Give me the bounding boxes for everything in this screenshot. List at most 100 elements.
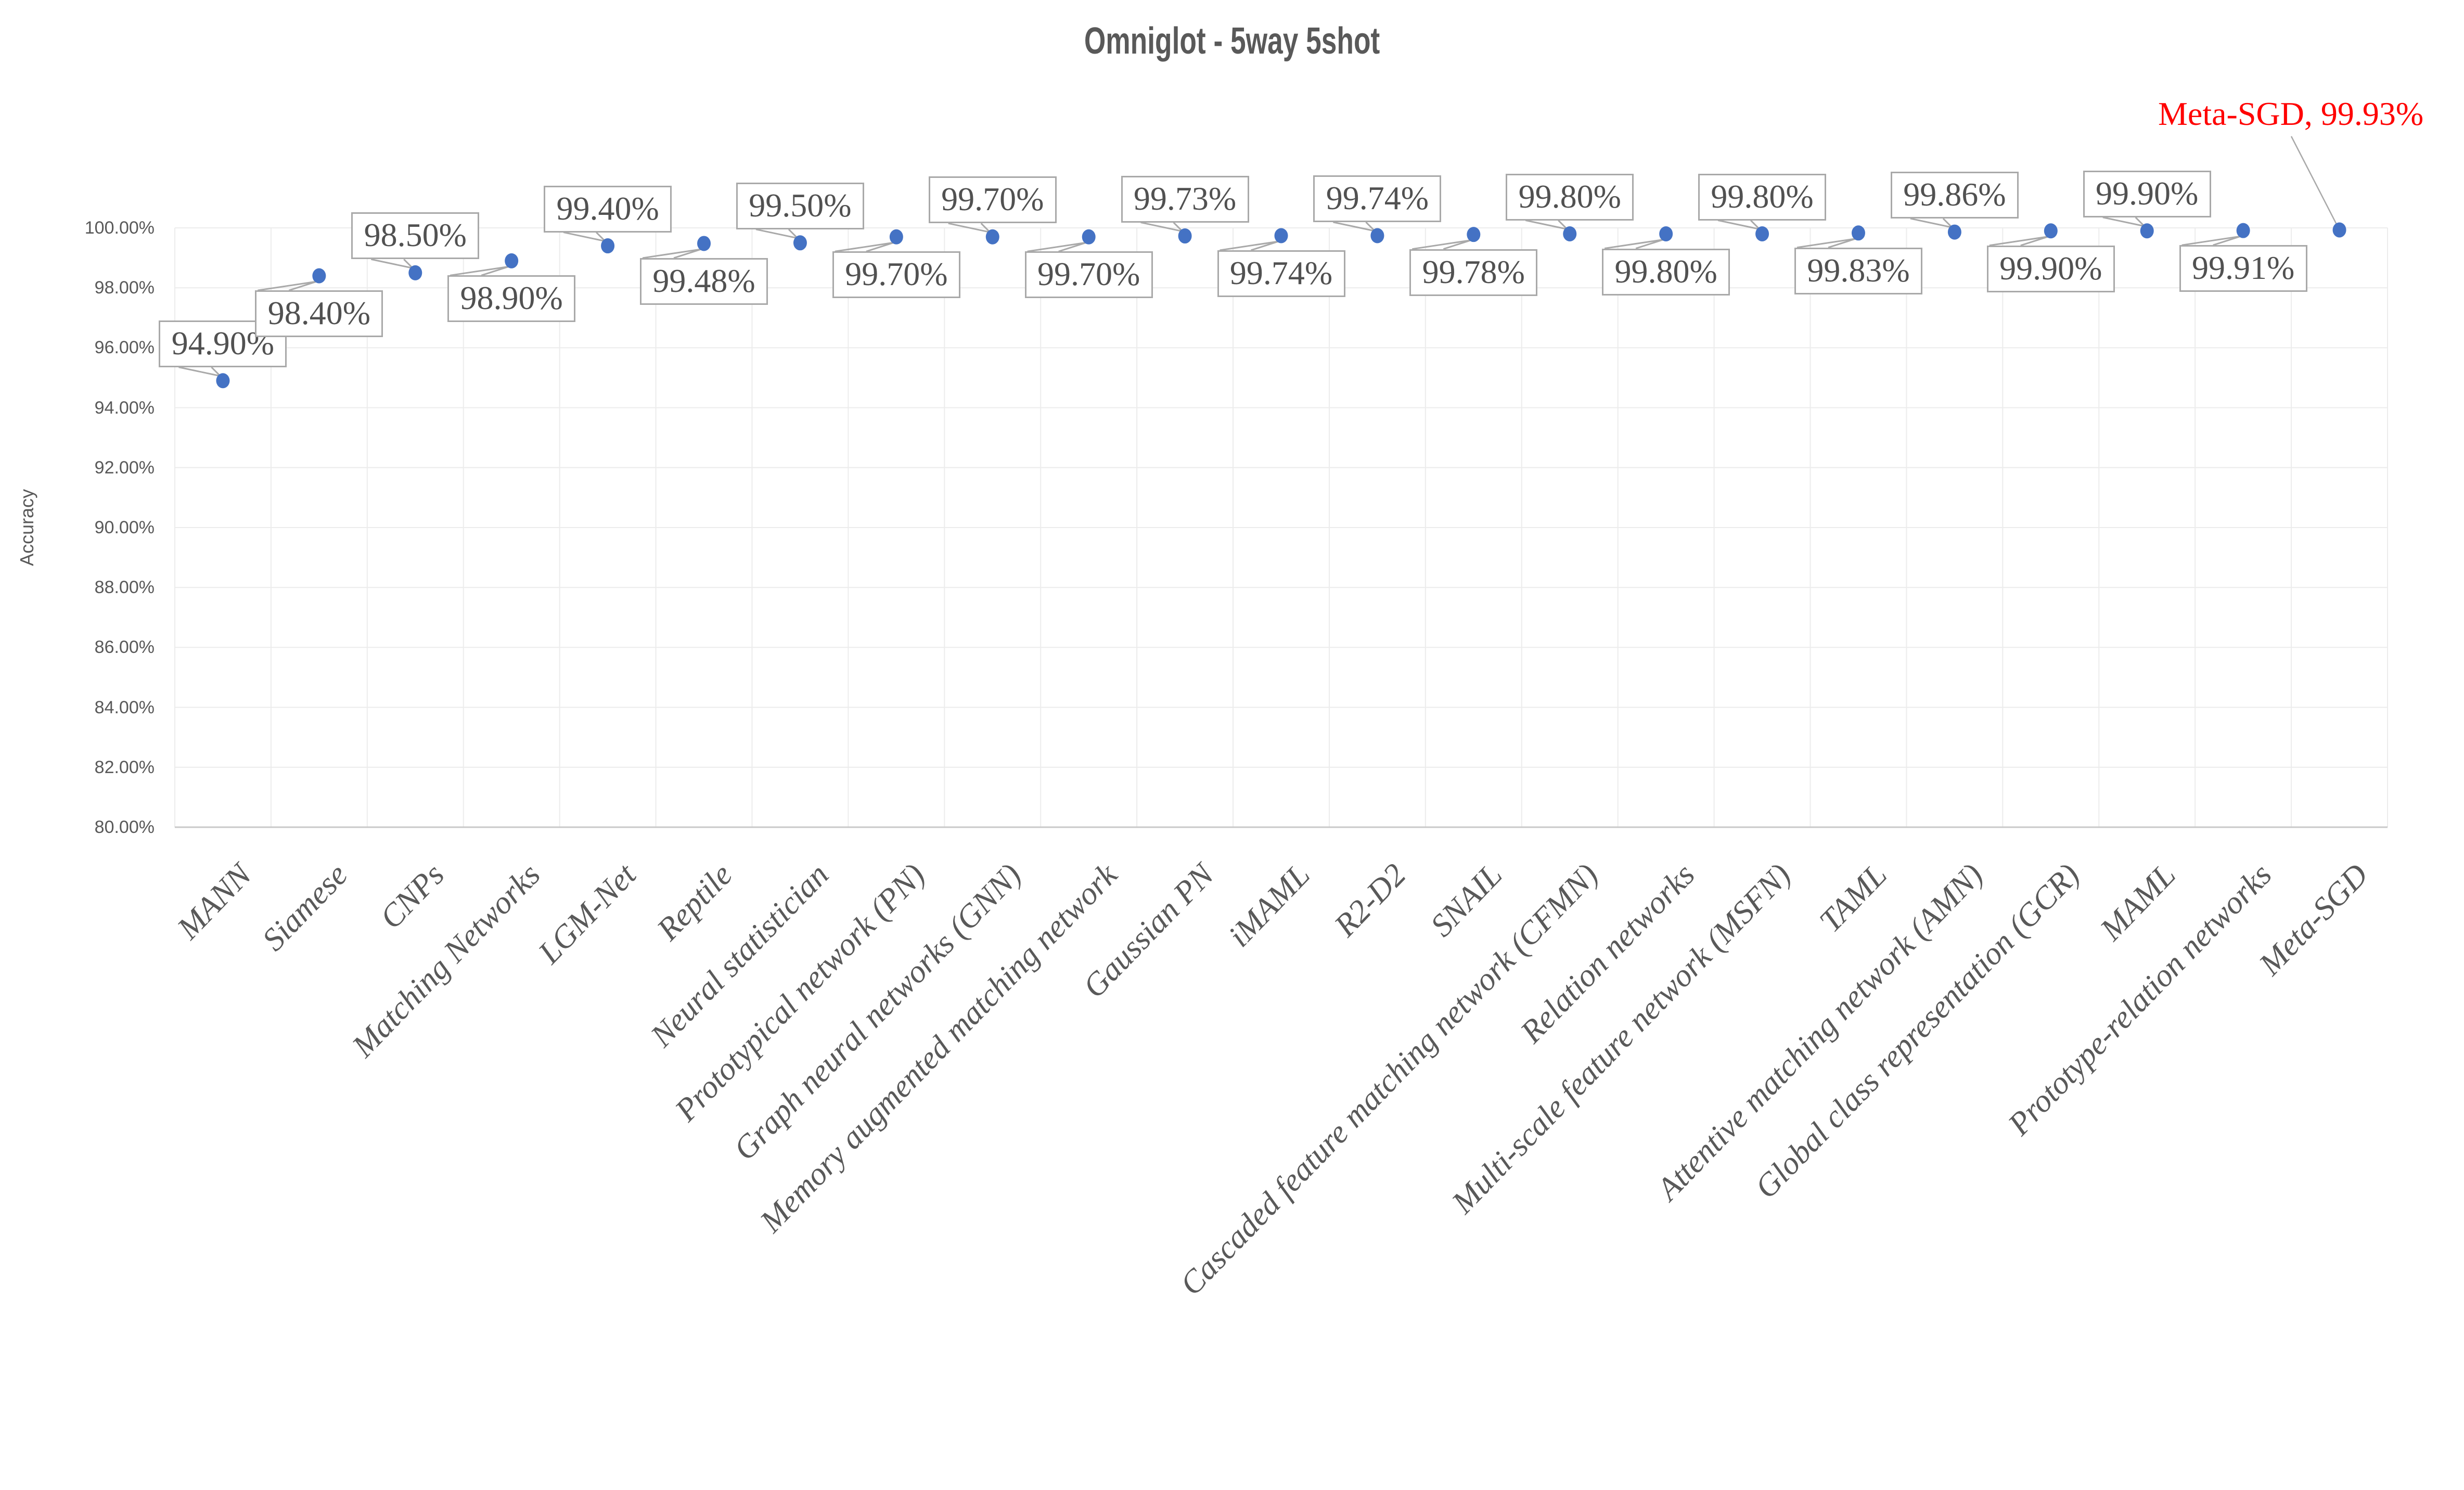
data-point-marker xyxy=(505,253,519,268)
callout-leader-line xyxy=(370,258,413,269)
callout-leader-line xyxy=(866,241,894,252)
callout-leader-line xyxy=(1942,218,1953,228)
y-tick-label: 98.00% xyxy=(94,278,155,298)
chart-title: Omniglot - 5way 5shot xyxy=(0,20,2464,62)
callout-leader-line xyxy=(2020,236,2049,247)
callout-leader-line xyxy=(1251,240,1279,251)
data-label-callout: 99.80% xyxy=(1602,248,1730,296)
callout-leader-line xyxy=(788,228,798,239)
callout-leader-line xyxy=(755,228,798,239)
callout-leader-line xyxy=(288,280,317,291)
data-point-marker xyxy=(1178,228,1192,244)
data-point-marker xyxy=(2236,223,2250,238)
data-label-callout: 99.70% xyxy=(1024,251,1153,299)
callout-leader-line xyxy=(1173,222,1183,232)
data-label-callout: 99.74% xyxy=(1217,250,1345,297)
data-point-marker xyxy=(312,268,326,284)
callout-leader-line xyxy=(1525,220,1568,230)
callout-leader-line xyxy=(596,232,606,242)
callout-leader-line xyxy=(1365,221,1376,232)
y-tick-label: 80.00% xyxy=(94,817,155,837)
data-label-callout: 99.91% xyxy=(2179,245,2307,292)
data-point-marker xyxy=(1274,228,1288,243)
data-point-marker xyxy=(697,236,711,251)
data-point-marker xyxy=(408,265,422,280)
callout-leader-line xyxy=(1220,240,1279,251)
max-point-annotation: Meta-SGD, 99.93% xyxy=(2158,95,2424,132)
y-tick-label: 84.00% xyxy=(94,697,155,717)
callout-leader-line xyxy=(2213,235,2241,246)
data-label-callout: 99.73% xyxy=(1121,175,1249,223)
data-point-marker xyxy=(1755,226,1769,242)
callout-leader-line xyxy=(1558,220,1568,230)
data-point-marker xyxy=(1563,226,1577,242)
y-tick-label: 86.00% xyxy=(94,637,155,658)
data-point-marker xyxy=(2140,223,2154,239)
data-point-marker xyxy=(889,229,903,245)
callout-leader-line xyxy=(258,280,317,291)
data-label-callout: 99.50% xyxy=(736,182,864,229)
callout-leader-line xyxy=(673,248,702,259)
y-tick-label: 100.00% xyxy=(84,218,155,238)
callout-leader-line xyxy=(563,232,606,242)
callout-leader-line xyxy=(2135,216,2145,227)
callout-leader-line xyxy=(450,265,509,276)
data-label-callout: 99.90% xyxy=(1986,245,2115,292)
data-label-callout: 99.80% xyxy=(1698,173,1827,221)
callout-leader-line xyxy=(2102,216,2145,227)
callout-leader-line xyxy=(1750,220,1761,230)
callout-leader-line xyxy=(1058,241,1087,252)
data-label-callout: 98.50% xyxy=(351,212,480,260)
y-tick-label: 94.00% xyxy=(94,397,155,418)
data-label-callout: 99.74% xyxy=(1313,175,1442,222)
data-label-callout: 99.48% xyxy=(640,258,768,305)
y-tick-label: 92.00% xyxy=(94,457,155,478)
callout-leader-line xyxy=(2181,235,2241,246)
callout-leader-line xyxy=(1333,221,1375,232)
data-label-callout: 98.90% xyxy=(447,275,576,323)
data-point-marker xyxy=(1082,229,1096,245)
data-point-marker xyxy=(216,373,230,389)
data-point-marker xyxy=(1467,227,1481,242)
callout-leader-line xyxy=(1140,222,1183,233)
callout-leader-line xyxy=(211,366,221,377)
data-point-marker xyxy=(985,229,999,245)
callout-leader-line xyxy=(1027,241,1086,252)
data-point-marker xyxy=(793,235,807,251)
callout-leader-line xyxy=(948,222,991,233)
callout-leader-line xyxy=(642,248,702,259)
callout-leader-line xyxy=(403,259,414,269)
y-tick-label: 88.00% xyxy=(94,577,155,598)
chart-title-text: Omniglot - 5way 5shot xyxy=(1084,20,1380,62)
data-label-callout: 99.86% xyxy=(1890,172,2019,219)
callout-leader-line xyxy=(1796,238,1856,249)
data-label-callout: 99.70% xyxy=(832,251,960,299)
data-point-marker xyxy=(601,238,615,254)
data-label-callout: 99.83% xyxy=(1794,247,1922,294)
data-point-marker xyxy=(2044,223,2058,239)
callout-leader-line xyxy=(178,366,221,377)
callout-leader-line xyxy=(1443,239,1471,250)
data-point-marker xyxy=(2332,222,2346,238)
callout-leader-line xyxy=(1910,217,1953,228)
data-label-callout: 99.80% xyxy=(1506,173,1634,221)
data-point-marker xyxy=(1659,226,1673,242)
data-label-callout: 99.78% xyxy=(1409,249,1538,296)
data-point-marker xyxy=(1370,228,1384,243)
callout-leader-line xyxy=(1717,220,1760,230)
callout-leader-line xyxy=(1828,238,1856,249)
y-tick-label: 90.00% xyxy=(94,518,155,537)
data-label-callout: 98.40% xyxy=(255,290,383,338)
data-point-marker xyxy=(1851,225,1865,241)
data-label-callout: 99.90% xyxy=(2083,170,2211,217)
y-tick-label: 82.00% xyxy=(94,757,155,777)
data-point-marker xyxy=(1947,224,1961,240)
callout-leader-line xyxy=(1604,239,1664,250)
callout-leader-line xyxy=(481,265,509,276)
data-label-callout: 99.70% xyxy=(928,176,1057,224)
callout-leader-line xyxy=(1989,236,2049,247)
data-label-callout: 99.40% xyxy=(544,185,672,233)
y-tick-label: 96.00% xyxy=(94,338,155,358)
